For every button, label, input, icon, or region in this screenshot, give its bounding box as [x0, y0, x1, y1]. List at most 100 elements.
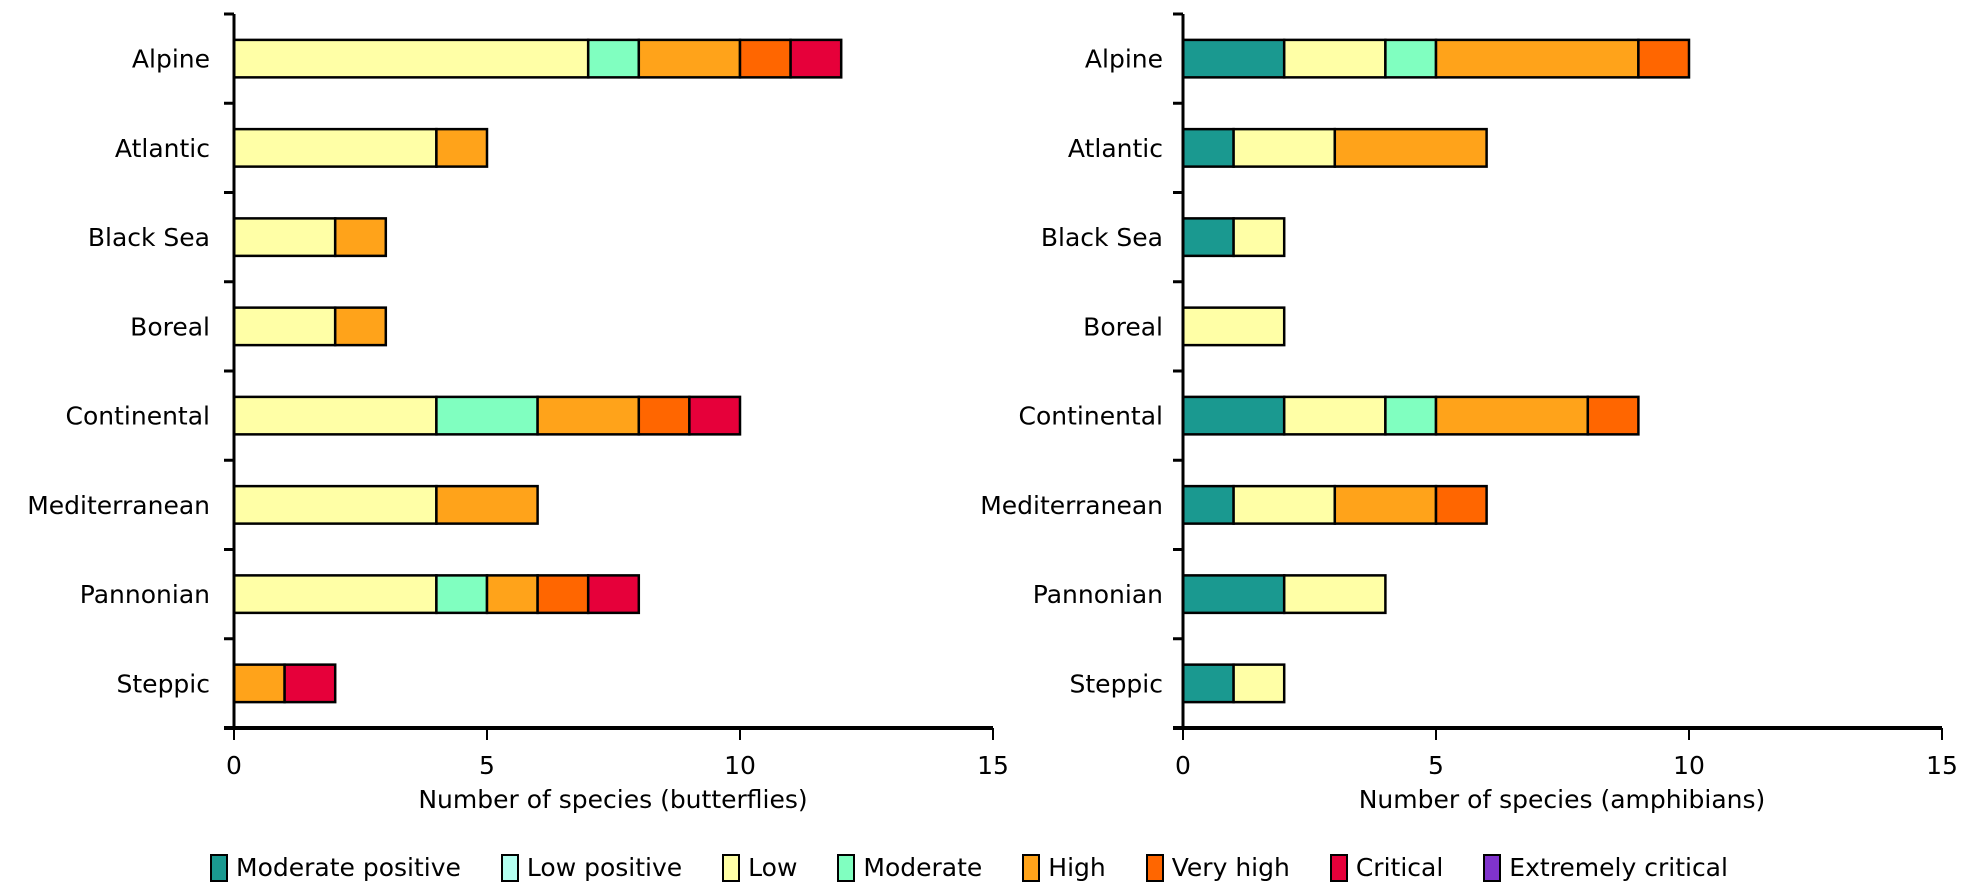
- amphibians-bar-atlantic-low: [1232, 127, 1337, 168]
- amphibians-x-tick-label: 5: [1428, 751, 1444, 780]
- legend-label: Very high: [1171, 853, 1290, 882]
- butterflies-bar-pannonian-low: [232, 574, 438, 615]
- butterflies-bar-pannonian-very-high: [536, 574, 590, 615]
- legend-item: Moderate positive: [210, 853, 461, 882]
- butterflies-bar-alpine-moderate: [586, 38, 641, 79]
- amphibians-bar-black-sea-low: [1232, 217, 1286, 258]
- amphibians-bar-boreal-low: [1181, 306, 1286, 347]
- butterflies-x-tick-label: 0: [226, 751, 242, 780]
- amphibians-bar-black-sea-moderate-positive: [1181, 217, 1235, 258]
- amphibians-bar-mediterranean-moderate-positive: [1181, 484, 1235, 525]
- butterflies-bar-pannonian-moderate: [435, 574, 489, 615]
- legend-item: Critical: [1329, 853, 1444, 882]
- butterflies-bar-continental-moderate: [435, 395, 539, 436]
- amphibians-category-label: Black Sea: [1041, 223, 1163, 252]
- amphibians-bar-pannonian-low: [1282, 574, 1387, 615]
- butterflies-category-label: Continental: [66, 402, 210, 431]
- amphibians-bar-atlantic-moderate-positive: [1181, 127, 1235, 168]
- amphibians-bar-continental-moderate-positive: [1181, 395, 1286, 436]
- butterflies-bar-alpine-critical: [789, 38, 843, 79]
- legend-item: Moderate: [837, 853, 982, 882]
- legend: Moderate positive Low positive Low Moderate…: [210, 853, 1768, 882]
- amphibians-bar-alpine-very-high: [1637, 38, 1691, 79]
- amphibians-bar-continental-high: [1434, 395, 1590, 436]
- butterflies-category-label: Alpine: [132, 45, 210, 74]
- amphibians-x-tick-label: 10: [1673, 751, 1705, 780]
- butterflies-category-label: Steppic: [117, 669, 210, 698]
- legend-swatch: [1145, 853, 1164, 882]
- legend-label: Critical: [1355, 853, 1444, 882]
- amphibians-category-label: Pannonian: [1033, 580, 1163, 609]
- butterflies-bar-black-sea-low: [232, 217, 337, 258]
- butterflies-bar-black-sea-high: [333, 217, 388, 258]
- butterflies-bar-alpine-very-high: [738, 38, 792, 79]
- amphibians-category-label: Continental: [1019, 402, 1163, 431]
- legend-swatch: [837, 853, 856, 882]
- butterflies-bar-steppic-high: [232, 663, 286, 704]
- amphibians-bar-continental-very-high: [1586, 395, 1640, 436]
- amphibians-x-tick-label: 15: [1926, 751, 1958, 780]
- amphibians-x-axis-title: Number of species (amphibians): [1359, 785, 1766, 814]
- legend-swatch: [722, 853, 741, 882]
- amphibians-bar-steppic-moderate-positive: [1181, 663, 1235, 704]
- butterflies-bar-boreal-low: [232, 306, 337, 347]
- butterflies-x-tick-label: 5: [479, 751, 495, 780]
- legend-label: Moderate: [863, 853, 983, 882]
- legend-swatch: [1483, 853, 1502, 882]
- legend-swatch: [1022, 853, 1041, 882]
- legend-swatch: [210, 853, 228, 882]
- legend-label: Low: [748, 853, 798, 882]
- butterflies-bar-mediterranean-low: [232, 484, 438, 525]
- amphibians-category-label: Atlantic: [1068, 134, 1163, 163]
- amphibians-bar-continental-low: [1282, 395, 1387, 436]
- amphibians-bar-continental-moderate: [1384, 395, 1438, 436]
- amphibians-bar-alpine-low: [1282, 38, 1387, 79]
- butterflies-x-axis-title: Number of species (butterflies): [418, 785, 807, 814]
- amphibians-bar-alpine-moderate: [1384, 38, 1438, 79]
- legend-swatch: [500, 853, 519, 882]
- amphibians-bar-mediterranean-low: [1232, 484, 1337, 525]
- butterflies-bar-alpine-low: [232, 38, 590, 79]
- butterflies-bar-continental-low: [232, 395, 438, 436]
- legend-swatch: [1329, 853, 1348, 882]
- butterflies-bar-mediterranean-high: [435, 484, 539, 525]
- butterflies-bar-atlantic-high: [435, 127, 489, 168]
- legend-item: Low positive: [500, 853, 683, 882]
- amphibians-bar-mediterranean-very-high: [1434, 484, 1488, 525]
- legend-label: High: [1048, 853, 1106, 882]
- legend-item: Very high: [1145, 853, 1290, 882]
- legend-item: Extremely critical: [1483, 853, 1728, 882]
- amphibians-category-label: Alpine: [1085, 45, 1163, 74]
- legend-item: High: [1022, 853, 1106, 882]
- amphibians-category-label: Boreal: [1083, 312, 1163, 341]
- amphibians-bar-mediterranean-high: [1333, 484, 1438, 525]
- butterflies-bar-continental-very-high: [637, 395, 691, 436]
- butterflies-bar-boreal-high: [333, 306, 388, 347]
- amphibians-category-label: Steppic: [1070, 669, 1163, 698]
- butterflies-bar-pannonian-critical: [586, 574, 641, 615]
- amphibians-x-tick-label: 0: [1175, 751, 1191, 780]
- butterflies-x-tick-label: 15: [977, 751, 1009, 780]
- legend-label: Moderate positive: [236, 853, 461, 882]
- butterflies-category-label: Pannonian: [80, 580, 210, 609]
- butterflies-bar-continental-critical: [688, 395, 742, 436]
- legend-item: Low: [722, 853, 797, 882]
- butterflies-bar-continental-high: [536, 395, 641, 436]
- butterflies-x-tick-label: 10: [724, 751, 756, 780]
- butterflies-category-label: Atlantic: [115, 134, 210, 163]
- butterflies-category-label: Black Sea: [88, 223, 210, 252]
- amphibians-bar-pannonian-moderate-positive: [1181, 574, 1286, 615]
- butterflies-category-label: Boreal: [130, 312, 210, 341]
- legend-label: Low positive: [526, 853, 683, 882]
- butterflies-bar-alpine-high: [637, 38, 742, 79]
- butterflies-bar-atlantic-low: [232, 127, 438, 168]
- butterflies-bar-pannonian-high: [485, 574, 539, 615]
- amphibians-bar-atlantic-high: [1333, 127, 1488, 168]
- amphibians-bar-alpine-high: [1434, 38, 1640, 79]
- legend-label: Extremely critical: [1509, 853, 1728, 882]
- amphibians-bar-alpine-moderate-positive: [1181, 38, 1286, 79]
- amphibians-category-label: Mediterranean: [980, 491, 1163, 520]
- butterflies-category-label: Mediterranean: [27, 491, 210, 520]
- amphibians-bar-steppic-low: [1232, 663, 1286, 704]
